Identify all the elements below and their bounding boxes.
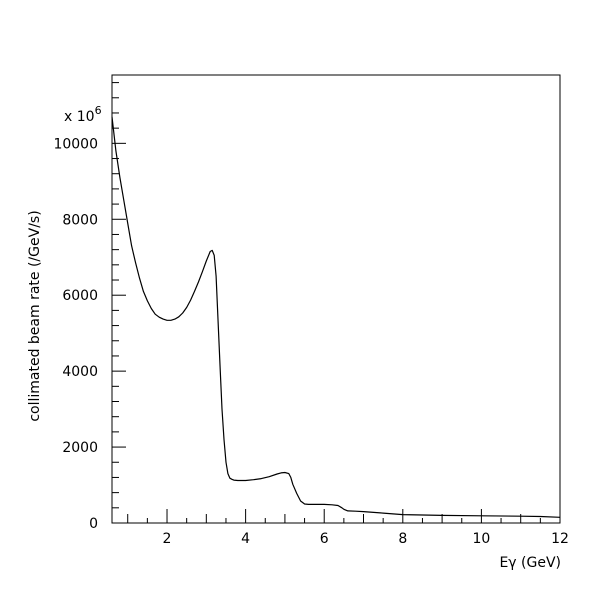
- y-tick-label: 4000: [62, 364, 98, 380]
- y-multiplier: x 106: [64, 104, 102, 125]
- y-tick-label: 2000: [62, 440, 98, 456]
- x-tick-label: 12: [551, 531, 569, 547]
- y-axis-title: collimated beam rate (/GeV/s): [27, 210, 43, 421]
- x-tick-label: 2: [163, 531, 172, 547]
- y-tick-label: 8000: [62, 212, 98, 228]
- y-tick-label: 6000: [62, 288, 98, 304]
- y-tick-label: 10000: [53, 136, 98, 152]
- x-tick-label: 4: [241, 531, 250, 547]
- series-line: [111, 116, 561, 518]
- x-tick-label: 6: [320, 531, 329, 547]
- plot-frame: [111, 74, 561, 524]
- y-axis: 0 2000 4000 6000 8000 10000: [53, 82, 126, 532]
- y-tick-label: 0: [89, 516, 98, 532]
- x-axis-title: Eγ (GeV): [499, 555, 561, 571]
- x-tick-label: 8: [398, 531, 407, 547]
- x-tick-label: 10: [472, 531, 490, 547]
